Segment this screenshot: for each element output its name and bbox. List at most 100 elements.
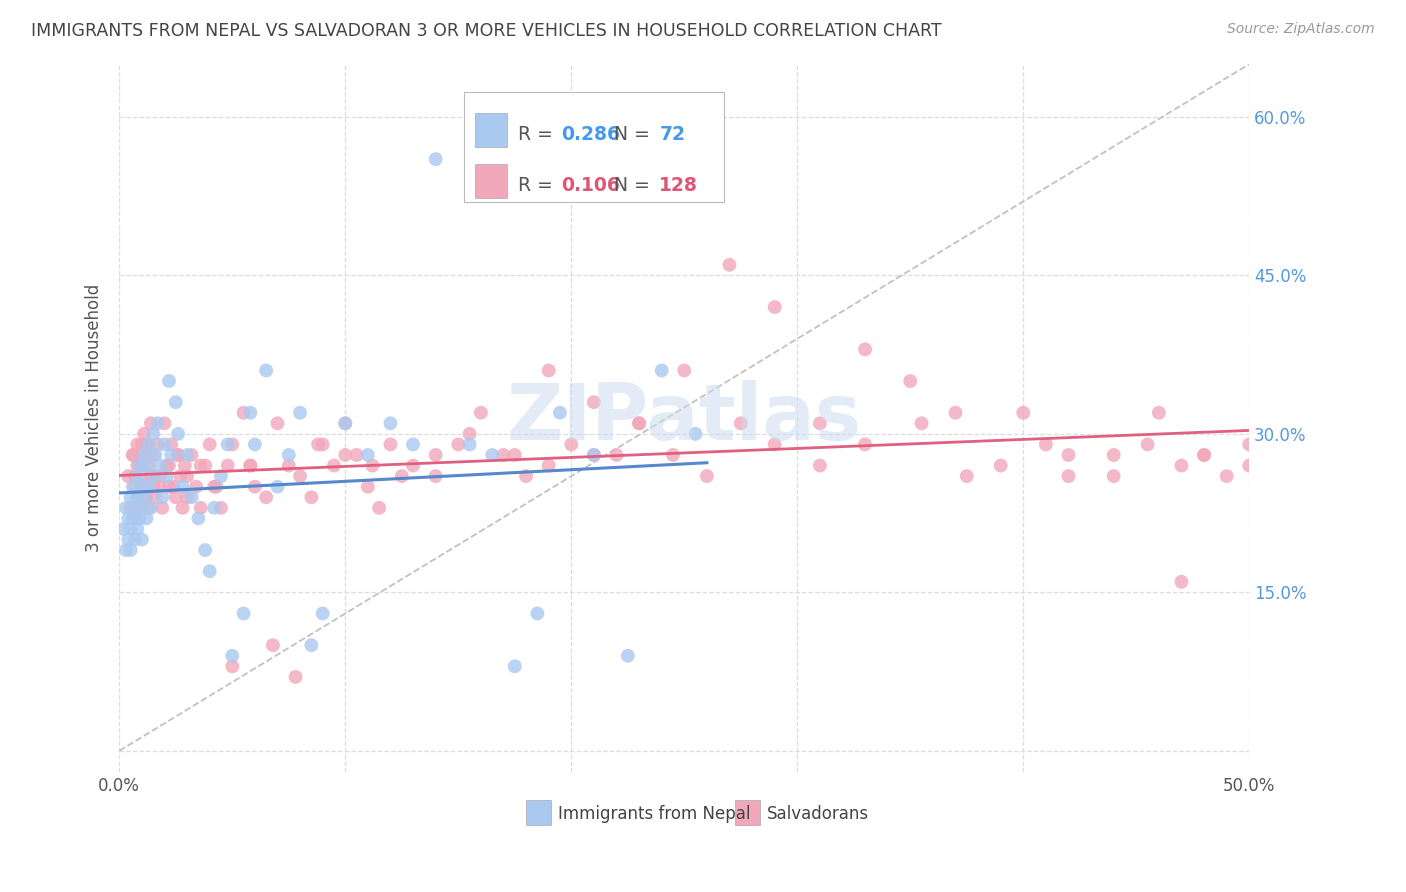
Point <box>138 480 160 494</box>
Point <box>187 511 209 525</box>
Point <box>357 448 380 462</box>
Point <box>425 469 447 483</box>
Point <box>217 437 239 451</box>
Point <box>763 300 786 314</box>
Point <box>239 458 262 473</box>
Point <box>157 374 180 388</box>
Point <box>221 659 243 673</box>
Point <box>357 480 380 494</box>
Point <box>945 406 967 420</box>
Point <box>135 511 157 525</box>
Point <box>156 458 179 473</box>
Point <box>172 480 194 494</box>
Point <box>1147 406 1170 420</box>
Point <box>311 437 333 451</box>
Point <box>221 437 243 451</box>
Text: 128: 128 <box>659 176 699 195</box>
Point <box>266 417 288 431</box>
Point <box>262 638 284 652</box>
Point <box>138 437 160 451</box>
Point <box>239 458 262 473</box>
Point <box>288 469 311 483</box>
Point <box>142 426 165 441</box>
FancyBboxPatch shape <box>464 93 724 202</box>
Point <box>853 343 876 357</box>
Point <box>134 448 156 462</box>
Point <box>763 437 786 451</box>
Point <box>1102 469 1125 483</box>
Text: 0.106: 0.106 <box>561 176 620 195</box>
Point <box>127 490 149 504</box>
Point <box>134 469 156 483</box>
Point <box>131 480 153 494</box>
Point <box>311 607 333 621</box>
Bar <box>475 112 508 147</box>
Point <box>582 448 605 462</box>
Point <box>120 490 142 504</box>
Point <box>134 490 156 504</box>
Point <box>169 469 191 483</box>
Point <box>266 480 288 494</box>
Text: Salvadorans: Salvadorans <box>766 805 869 823</box>
Point <box>898 374 921 388</box>
Point <box>120 500 142 515</box>
Point <box>380 417 402 431</box>
Point <box>335 417 357 431</box>
Point <box>425 152 447 166</box>
Point <box>190 500 212 515</box>
Point <box>458 437 481 451</box>
Point <box>180 448 202 462</box>
Point <box>115 543 138 558</box>
Point <box>662 448 685 462</box>
Point <box>194 458 217 473</box>
Point <box>243 437 266 451</box>
Point <box>537 363 560 377</box>
Point <box>202 480 225 494</box>
Point <box>172 500 194 515</box>
Point <box>232 406 254 420</box>
Point <box>131 448 153 462</box>
Point <box>335 448 357 462</box>
Point <box>131 437 153 451</box>
Point <box>1192 448 1215 462</box>
Point <box>492 448 515 462</box>
Point <box>176 490 198 504</box>
Point <box>115 500 138 515</box>
Point <box>458 426 481 441</box>
Point <box>165 395 187 409</box>
Point <box>131 480 153 494</box>
Point <box>121 448 143 462</box>
Point <box>335 417 357 431</box>
Point <box>718 258 741 272</box>
Point <box>243 480 266 494</box>
Point <box>323 458 346 473</box>
Point <box>117 533 139 547</box>
Point <box>145 448 167 462</box>
Point <box>180 490 202 504</box>
Point <box>198 437 221 451</box>
Point <box>190 458 212 473</box>
Point <box>808 458 831 473</box>
Point <box>149 469 172 483</box>
Point <box>209 469 232 483</box>
Text: Source: ZipAtlas.com: Source: ZipAtlas.com <box>1227 22 1375 37</box>
Point <box>124 533 146 547</box>
Text: R =: R = <box>519 176 560 195</box>
Point <box>150 490 173 504</box>
Point <box>117 469 139 483</box>
Point <box>1035 437 1057 451</box>
Point <box>160 448 183 462</box>
Point <box>112 522 135 536</box>
Point <box>221 648 243 663</box>
Point <box>254 363 277 377</box>
Point <box>232 607 254 621</box>
Point <box>956 469 979 483</box>
Point <box>156 469 179 483</box>
Point <box>145 490 167 504</box>
Point <box>368 500 391 515</box>
Point <box>146 417 169 431</box>
Point <box>176 469 198 483</box>
Point <box>209 500 232 515</box>
Point <box>131 533 153 547</box>
Point <box>537 458 560 473</box>
